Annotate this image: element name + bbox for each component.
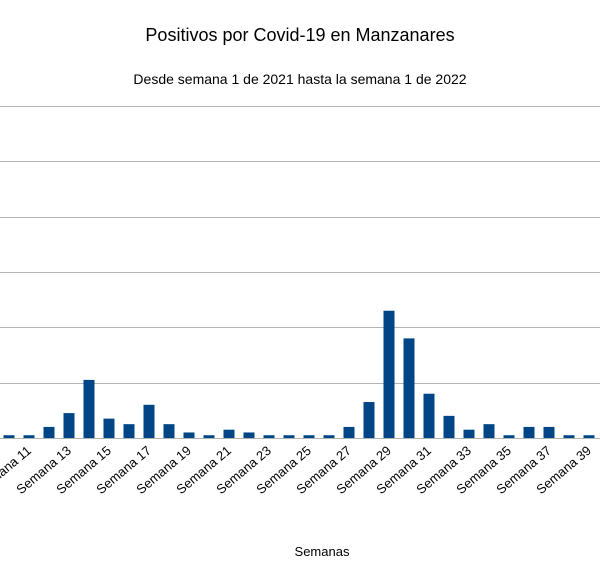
bar [3, 435, 15, 438]
bar [523, 426, 535, 438]
bar [123, 424, 135, 438]
bar [163, 424, 175, 438]
bar [23, 435, 35, 438]
bar [343, 426, 355, 438]
bar [43, 426, 55, 438]
bar [563, 435, 575, 438]
bar [423, 393, 435, 438]
bar [383, 310, 395, 438]
bar [363, 402, 375, 438]
bar [503, 435, 515, 438]
bar [463, 429, 475, 438]
x-axis-label: Semanas [295, 544, 350, 559]
bar [443, 415, 455, 438]
bar [583, 435, 595, 438]
bar [83, 379, 95, 438]
bar [243, 432, 255, 438]
bar [203, 435, 215, 438]
bar [63, 413, 75, 438]
bar [183, 432, 195, 438]
chart-subtitle: Desde semana 1 de 2021 hasta la semana 1… [133, 71, 466, 87]
bar [483, 424, 495, 438]
bar [263, 435, 275, 438]
bar [403, 338, 415, 438]
bar [223, 429, 235, 438]
bar [543, 426, 555, 438]
bar [143, 404, 155, 438]
bar [323, 435, 335, 438]
bar [283, 435, 295, 438]
bar [303, 435, 315, 438]
chart-title: Positivos por Covid-19 en Manzanares [145, 25, 454, 45]
bar [103, 418, 115, 438]
